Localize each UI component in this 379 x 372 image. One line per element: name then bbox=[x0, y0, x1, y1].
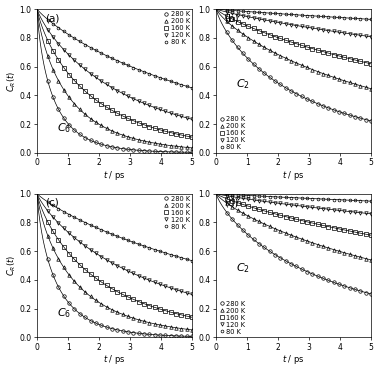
Legend: 280 K, 200 K, 160 K, 120 K, 80 K: 280 K, 200 K, 160 K, 120 K, 80 K bbox=[163, 10, 191, 46]
Text: (c): (c) bbox=[45, 198, 59, 208]
Text: $C_2$: $C_2$ bbox=[236, 262, 250, 275]
X-axis label: $t$ / ps: $t$ / ps bbox=[103, 353, 126, 366]
Text: $C_6$: $C_6$ bbox=[57, 306, 71, 320]
Legend: 280 K, 200 K, 160 K, 120 K, 80 K: 280 K, 200 K, 160 K, 120 K, 80 K bbox=[163, 195, 191, 230]
Y-axis label: $C_R(t)$: $C_R(t)$ bbox=[6, 70, 18, 92]
Legend: 280 K, 200 K, 160 K, 120 K, 80 K: 280 K, 200 K, 160 K, 120 K, 80 K bbox=[218, 116, 246, 151]
Text: (d): (d) bbox=[224, 198, 238, 208]
Legend: 280 K, 200 K, 160 K, 120 K, 80 K: 280 K, 200 K, 160 K, 120 K, 80 K bbox=[218, 300, 246, 336]
Y-axis label: $C_R(t)$: $C_R(t)$ bbox=[6, 255, 18, 276]
Text: $C_6$: $C_6$ bbox=[57, 122, 71, 135]
X-axis label: $t$ / ps: $t$ / ps bbox=[282, 353, 305, 366]
Text: (a): (a) bbox=[45, 13, 59, 23]
Text: (b): (b) bbox=[224, 13, 238, 23]
X-axis label: $t$ / ps: $t$ / ps bbox=[103, 169, 126, 182]
Text: $C_2$: $C_2$ bbox=[236, 77, 250, 91]
X-axis label: $t$ / ps: $t$ / ps bbox=[282, 169, 305, 182]
